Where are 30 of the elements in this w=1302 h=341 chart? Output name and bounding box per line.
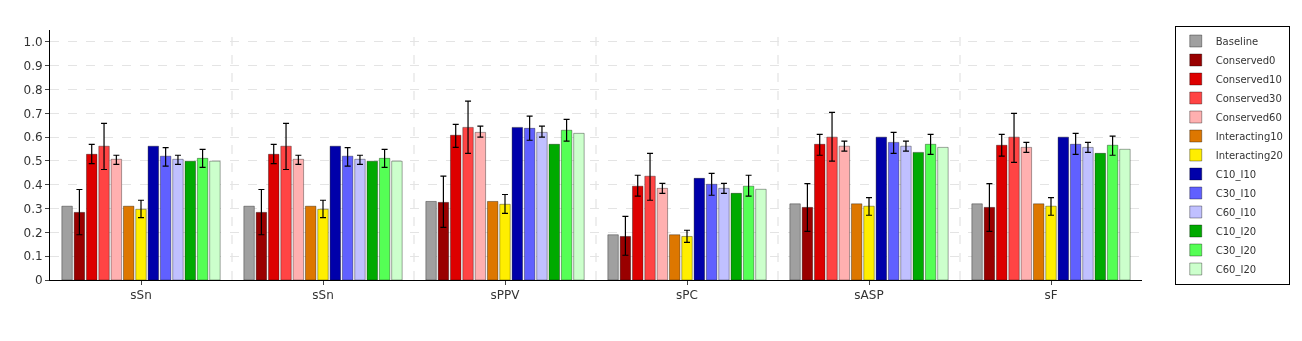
y-tick-label: 1.0	[23, 35, 43, 50]
legend-label: Baseline	[1215, 35, 1259, 47]
x-tick-label: sPPV	[490, 288, 521, 303]
y-tick-label: 0.3	[23, 201, 43, 216]
legend-label: C30_I10	[1215, 187, 1257, 200]
legend-label: C10_I10	[1215, 168, 1257, 181]
x-tick-label: sSn	[312, 288, 334, 303]
legend-label: Conserved0	[1215, 54, 1276, 66]
y-tick-label: 0.5	[23, 154, 43, 169]
x-tick-label: sASP	[854, 288, 884, 303]
y-tick-label: 0.1	[23, 249, 43, 264]
y-tick-label: 0.7	[23, 106, 43, 121]
y-tick-label: 0.8	[23, 82, 43, 97]
x-tick-label: sF	[1044, 288, 1058, 303]
y-tick-label: 0.2	[23, 225, 43, 240]
x-tick-label: sSn	[130, 288, 152, 303]
x-tick-label: sPC	[676, 288, 698, 303]
legend-label: Conserved60	[1215, 111, 1282, 123]
legend-label: C60_I20	[1215, 263, 1257, 276]
legend-label: Conserved10	[1215, 73, 1282, 85]
y-tick-label: 0.6	[23, 130, 43, 145]
legend-label: C10_I20	[1215, 225, 1257, 238]
legend-label: Interacting20	[1215, 149, 1283, 161]
y-tick-label: 0	[34, 273, 43, 288]
y-tick-label: 0.9	[23, 58, 43, 73]
legend-label: Interacting10	[1215, 130, 1283, 142]
legend-label: C60_I10	[1215, 206, 1257, 219]
legend-label: Conserved30	[1215, 92, 1282, 104]
y-tick-label: 0.4	[23, 177, 43, 192]
legend-label: C30_I20	[1215, 244, 1257, 257]
